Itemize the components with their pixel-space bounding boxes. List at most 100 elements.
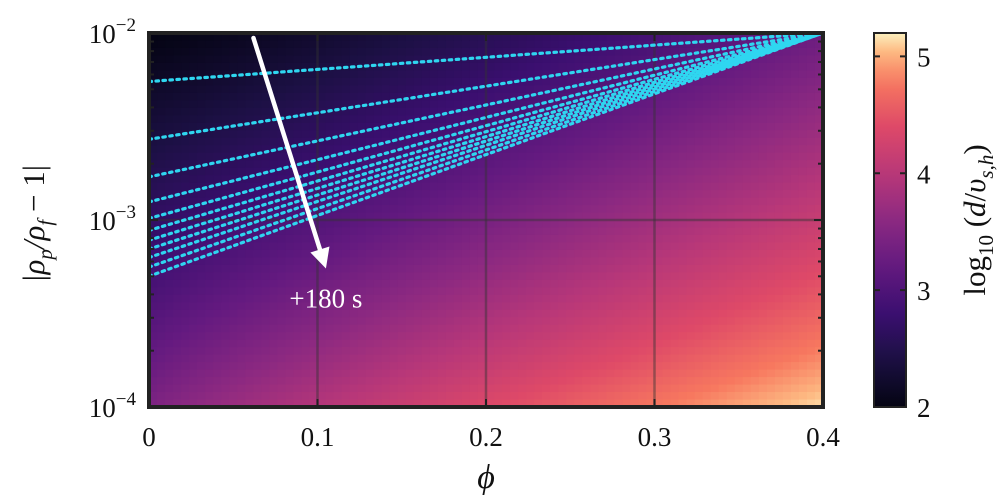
heatmap-cell bbox=[285, 354, 295, 363]
heatmap-cell bbox=[590, 182, 599, 191]
heatmap-cell bbox=[229, 309, 238, 318]
heatmap-cell bbox=[598, 160, 607, 169]
heatmap-cell bbox=[477, 249, 487, 258]
heatmap-cell bbox=[325, 257, 335, 266]
heatmap-cell bbox=[486, 122, 495, 131]
heatmap-cell bbox=[502, 220, 511, 229]
heatmap-cell bbox=[774, 257, 784, 266]
heatmap-cell bbox=[566, 227, 575, 236]
heatmap-cell bbox=[558, 130, 567, 139]
heatmap-cell bbox=[534, 384, 543, 393]
heatmap-cell bbox=[718, 309, 728, 318]
heatmap-cell bbox=[477, 55, 487, 64]
heatmap-cell bbox=[534, 92, 543, 101]
heatmap-cell bbox=[558, 347, 567, 356]
heatmap-cell bbox=[606, 167, 615, 176]
heatmap-cell bbox=[606, 362, 615, 371]
heatmap-cell bbox=[758, 220, 768, 229]
heatmap-cell bbox=[558, 197, 567, 206]
heatmap-cell bbox=[582, 167, 591, 176]
heatmap-cell bbox=[341, 384, 351, 393]
heatmap-cell bbox=[173, 122, 182, 131]
heatmap-cell bbox=[381, 205, 391, 214]
heatmap-cell bbox=[213, 324, 222, 333]
heatmap-cell bbox=[774, 272, 784, 281]
heatmap-cell bbox=[606, 47, 615, 57]
heatmap-cell bbox=[566, 115, 575, 124]
heatmap-cell bbox=[486, 62, 495, 71]
heatmap-cell bbox=[726, 205, 736, 214]
heatmap-cell bbox=[590, 115, 599, 124]
heatmap-cell bbox=[694, 197, 704, 206]
heatmap-cell bbox=[582, 152, 591, 161]
heatmap-cell bbox=[694, 399, 704, 407]
heatmap-cell bbox=[309, 317, 319, 326]
heatmap-cell bbox=[269, 40, 278, 49]
heatmap-cell bbox=[678, 272, 688, 281]
heatmap-cell bbox=[502, 227, 511, 236]
heatmap-cell bbox=[614, 279, 623, 288]
heatmap-cell bbox=[702, 205, 712, 214]
heatmap-cell bbox=[566, 55, 575, 64]
heatmap-cell bbox=[614, 354, 623, 363]
heatmap-cell bbox=[758, 249, 768, 258]
heatmap-cell bbox=[333, 115, 343, 124]
heatmap-cell bbox=[590, 197, 599, 206]
heatmap-cell bbox=[582, 339, 591, 348]
heatmap-cell bbox=[566, 175, 575, 184]
heatmap-cell bbox=[437, 234, 447, 244]
heatmap-cell bbox=[213, 130, 222, 139]
heatmap-cell bbox=[373, 242, 383, 251]
heatmap-cell bbox=[502, 55, 511, 64]
heatmap-cell bbox=[534, 40, 543, 49]
heatmap-cell bbox=[742, 369, 752, 378]
heatmap-cell bbox=[766, 249, 776, 258]
heatmap-cell bbox=[197, 182, 206, 191]
heatmap-cell bbox=[806, 377, 816, 386]
heatmap-cell bbox=[726, 160, 736, 169]
heatmap-cell bbox=[157, 182, 166, 191]
heatmap-cell bbox=[606, 205, 615, 214]
heatmap-cell bbox=[510, 302, 519, 311]
heatmap-cell bbox=[798, 354, 808, 363]
heatmap-cell bbox=[710, 392, 720, 401]
heatmap-cell bbox=[357, 92, 367, 101]
heatmap-cell bbox=[798, 85, 808, 94]
heatmap-cell bbox=[718, 332, 728, 341]
heatmap-cell bbox=[726, 227, 736, 236]
heatmap-cell bbox=[502, 399, 511, 407]
heatmap-cell bbox=[301, 287, 311, 296]
heatmap-cell bbox=[550, 279, 559, 288]
heatmap-cell bbox=[622, 145, 632, 154]
heatmap-cell bbox=[606, 302, 615, 311]
heatmap-cell bbox=[285, 362, 295, 371]
heatmap-cell bbox=[614, 347, 623, 356]
heatmap-cell bbox=[357, 115, 367, 124]
heatmap-cell bbox=[510, 369, 519, 378]
heatmap-cell bbox=[758, 182, 768, 191]
heatmap-cell bbox=[269, 130, 278, 139]
heatmap-cell bbox=[734, 317, 744, 326]
heatmap-cell bbox=[510, 377, 519, 386]
heatmap-cell bbox=[590, 70, 599, 79]
heatmap-cell bbox=[662, 122, 672, 131]
heatmap-cell bbox=[638, 384, 648, 393]
heatmap-cell bbox=[726, 347, 736, 356]
heatmap-cell bbox=[702, 77, 712, 86]
heatmap-cell bbox=[397, 122, 407, 131]
heatmap-cell bbox=[638, 309, 648, 318]
heatmap-cell bbox=[750, 70, 760, 79]
heatmap-cell bbox=[814, 152, 823, 161]
heatmap-cell bbox=[814, 227, 823, 236]
heatmap-cell bbox=[157, 332, 166, 341]
heatmap-cell bbox=[477, 130, 487, 139]
heatmap-cell bbox=[229, 362, 238, 371]
heatmap-cell bbox=[806, 242, 816, 251]
heatmap-cell bbox=[317, 399, 327, 407]
heatmap-cell bbox=[774, 392, 784, 401]
heatmap-cell bbox=[277, 257, 286, 266]
heatmap-cell bbox=[766, 377, 776, 386]
heatmap-cell bbox=[197, 377, 206, 386]
heatmap-cell bbox=[574, 122, 583, 131]
heatmap-cell bbox=[229, 272, 238, 281]
